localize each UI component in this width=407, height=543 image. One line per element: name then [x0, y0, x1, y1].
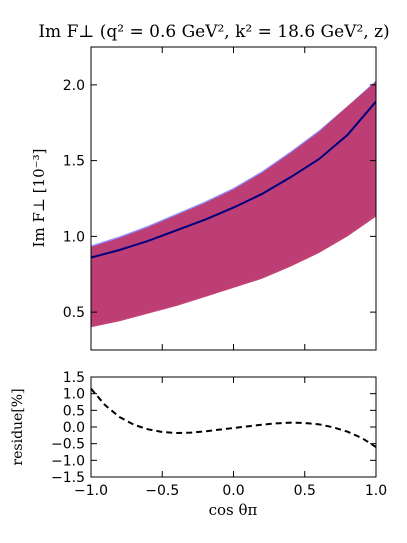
top-ylabel: Im F⊥ [10⁻³]	[30, 149, 48, 248]
top-panel: 0.5 1.0 1.5 2.0 Im F⊥ [10⁻³]	[30, 46, 377, 351]
bottom-frame	[90, 376, 377, 478]
bottom-ytick-label: −1.0	[51, 453, 85, 469]
top-ytick-label: 1.5	[63, 154, 85, 170]
bottom-xtick-label: 0.0	[222, 483, 244, 499]
bottom-xtick-label: 0.5	[294, 483, 316, 499]
top-ytick-label: 2.0	[63, 78, 85, 94]
bottom-ytick-label: 0.0	[63, 420, 85, 436]
bottom-panel: −1.5−1.0−0.50.00.51.01.5−1.0 −0.5 0.0 0.5 1.…	[10, 370, 387, 519]
bottom-ytick-label: 1.0	[63, 387, 85, 403]
bottom-xtick-label: −0.5	[145, 483, 179, 499]
bottom-xlabel: cos θπ	[209, 501, 258, 519]
bottom-ytick-label: −0.5	[51, 437, 85, 453]
chart-title: Im F⊥ (q² = 0.6 GeV², k² = 18.6 GeV², z)	[38, 22, 389, 42]
bottom-xtick-label: 1.0	[365, 483, 387, 499]
bottom-xtick-label: −1.0	[74, 483, 108, 499]
bottom-ytick-label: 0.5	[63, 403, 85, 419]
central-value-line	[91, 100, 376, 259]
red-uncertainty-band	[91, 81, 376, 328]
top-ytick-label: 0.5	[63, 305, 85, 321]
bottom-ytick-label: 1.5	[63, 370, 85, 386]
residue-dashed-line	[91, 388, 376, 448]
bottom-ylabel: residue[%]	[10, 388, 26, 465]
top-ytick-label: 1.0	[63, 229, 85, 245]
bottom-ytick-label: −1.5	[51, 470, 85, 486]
